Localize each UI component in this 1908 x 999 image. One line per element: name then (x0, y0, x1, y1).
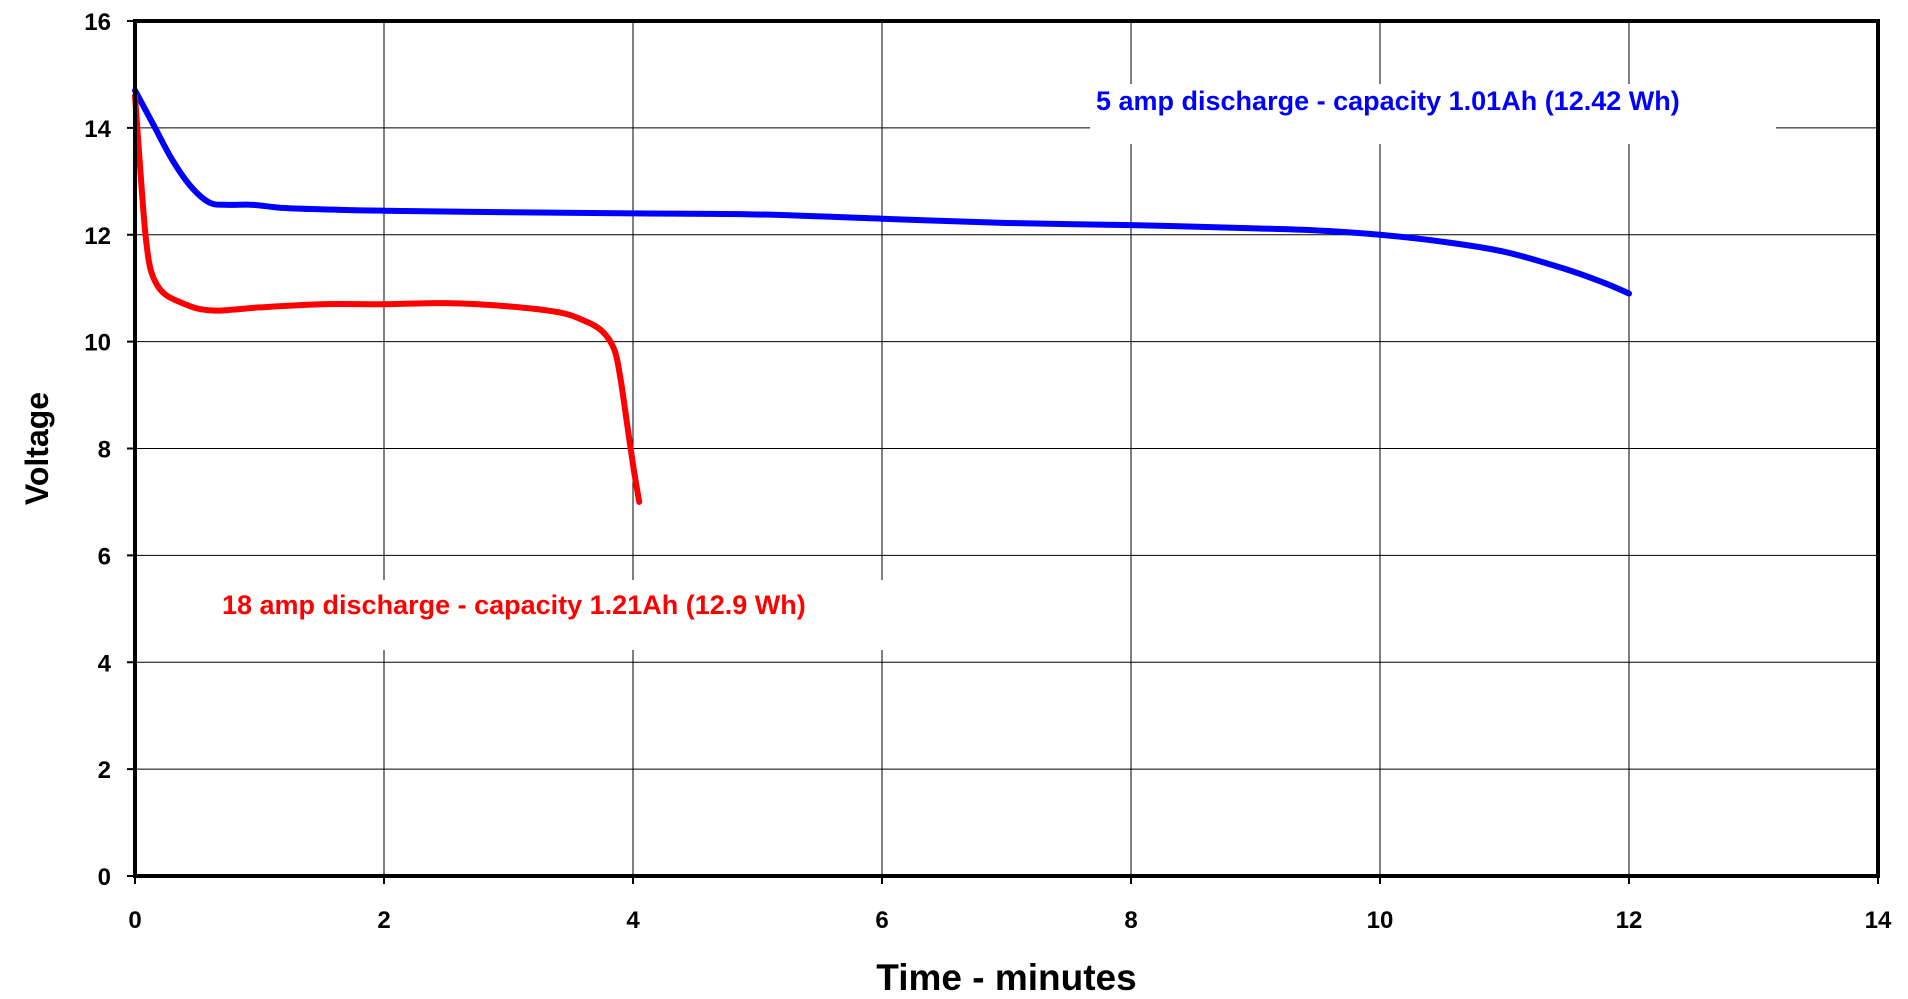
x-axis-title: Time - minutes (876, 957, 1136, 998)
y-tick-label: 14 (84, 116, 111, 143)
x-tick-label: 8 (1124, 907, 1137, 934)
y-tick-label: 10 (84, 330, 111, 357)
x-axis-ticks: 0 2 4 6 8 10 12 14 (128, 876, 1892, 934)
y-tick-label: 6 (98, 543, 111, 570)
x-tick-label: 6 (875, 907, 888, 934)
x-tick-label: 4 (626, 907, 640, 934)
series-layer (132, 87, 1632, 505)
series-line-18-amp (132, 92, 643, 505)
y-tick-label: 0 (98, 864, 111, 891)
y-axis-ticks: 0 2 4 6 8 10 12 14 16 (84, 9, 135, 891)
x-tick-label: 10 (1367, 907, 1394, 934)
annotation-18-amp-discharge: 18 amp discharge - capacity 1.21Ah (12.9… (208, 580, 968, 650)
gridlines (134, 20, 1879, 877)
x-tick-label: 14 (1865, 907, 1892, 934)
x-tick-label: 0 (128, 907, 141, 934)
series-line-5-amp (132, 87, 1632, 297)
annotation-5-amp-discharge: 5 amp discharge - capacity 1.01Ah (12.42… (1090, 84, 1776, 144)
y-tick-label: 4 (98, 650, 112, 677)
y-tick-label: 8 (98, 437, 111, 464)
y-tick-label: 16 (84, 9, 111, 36)
y-tick-label: 12 (84, 223, 111, 250)
x-tick-label: 2 (377, 907, 390, 934)
x-tick-label: 12 (1616, 907, 1643, 934)
y-tick-label: 2 (98, 757, 111, 784)
y-axis-title: Voltage (19, 392, 55, 505)
